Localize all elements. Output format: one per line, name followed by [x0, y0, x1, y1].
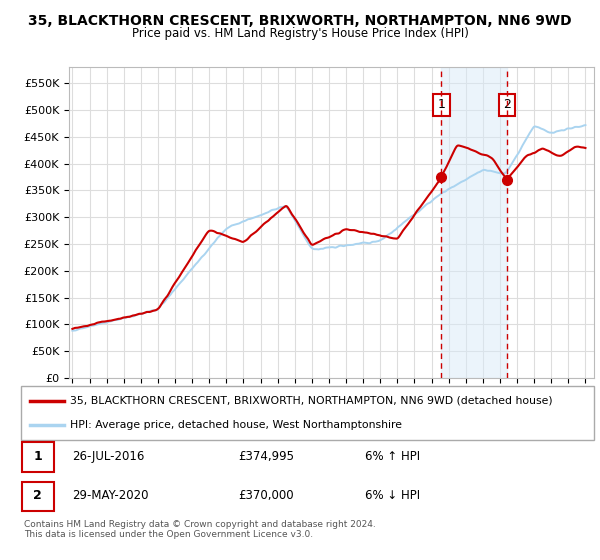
Bar — [441, 67, 507, 378]
Text: Price paid vs. HM Land Registry's House Price Index (HPI): Price paid vs. HM Land Registry's House … — [131, 27, 469, 40]
Text: 35, BLACKTHORN CRESCENT, BRIXWORTH, NORTHAMPTON, NN6 9WD: 35, BLACKTHORN CRESCENT, BRIXWORTH, NORT… — [28, 14, 572, 28]
Text: 2: 2 — [503, 98, 511, 111]
Text: £374,995: £374,995 — [239, 450, 295, 463]
Text: HPI: Average price, detached house, West Northamptonshire: HPI: Average price, detached house, West… — [70, 420, 402, 430]
Text: 6% ↓ HPI: 6% ↓ HPI — [365, 489, 420, 502]
Text: Contains HM Land Registry data © Crown copyright and database right 2024.
This d: Contains HM Land Registry data © Crown c… — [24, 520, 376, 539]
Bar — [22, 482, 53, 511]
Text: 1: 1 — [437, 98, 445, 111]
Text: £370,000: £370,000 — [239, 489, 295, 502]
Text: 26-JUL-2016: 26-JUL-2016 — [73, 450, 145, 463]
Text: 29-MAY-2020: 29-MAY-2020 — [73, 489, 149, 502]
Text: 1: 1 — [33, 450, 42, 463]
Text: 35, BLACKTHORN CRESCENT, BRIXWORTH, NORTHAMPTON, NN6 9WD (detached house): 35, BLACKTHORN CRESCENT, BRIXWORTH, NORT… — [70, 396, 553, 406]
Text: 6% ↑ HPI: 6% ↑ HPI — [365, 450, 420, 463]
Bar — [22, 442, 53, 472]
Text: 2: 2 — [33, 489, 42, 502]
